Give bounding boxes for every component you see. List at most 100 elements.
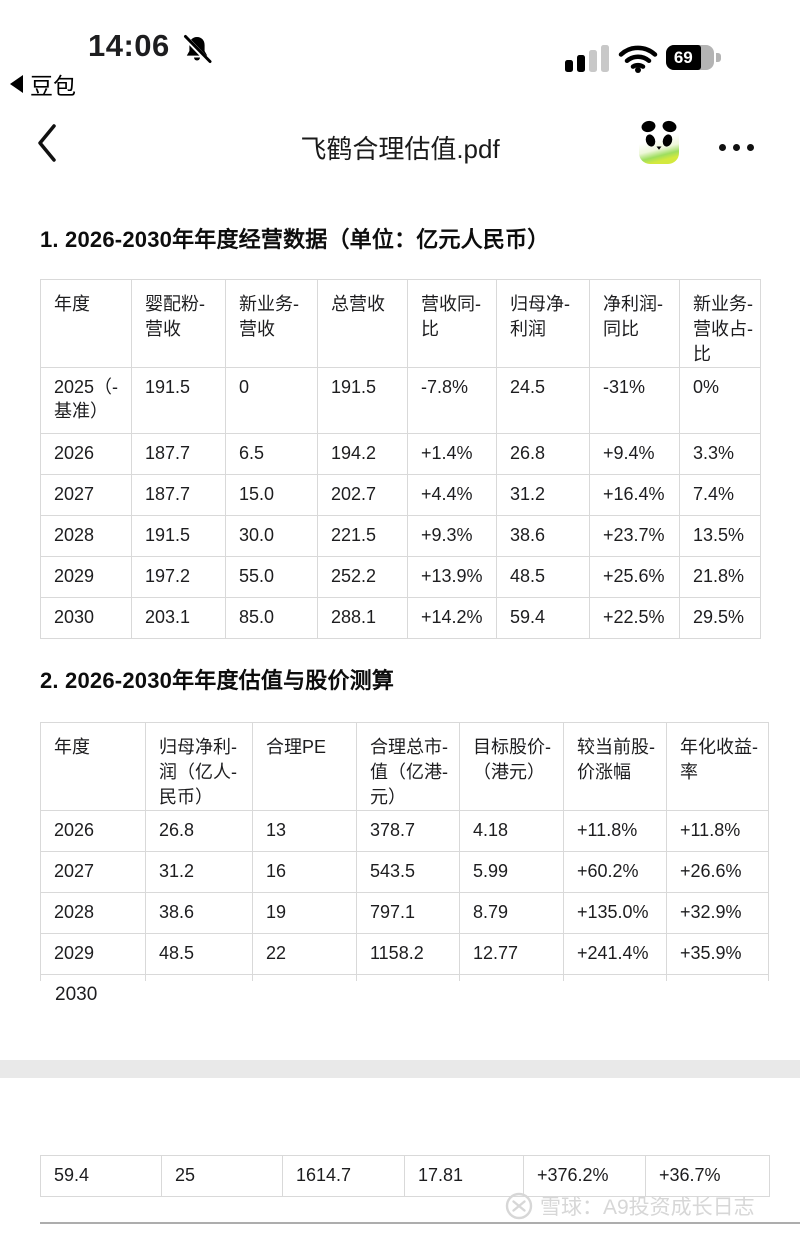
table-row: 2027 187.7 15.0 202.7 +4.4% 31.2 +16.4% 7.4%	[40, 474, 761, 516]
table-row: 2027 31.2 16 543.5 5.99 +60.2% +26.6%	[40, 851, 769, 893]
table-cell: 7.4%	[679, 474, 761, 516]
page-separator	[0, 1060, 800, 1078]
table-cell: 1614.7	[282, 1155, 405, 1197]
header-cell: 净利润- 同比	[589, 279, 680, 368]
table-cell: +11.8%	[563, 810, 667, 852]
table-row: 2028 191.5 30.0 221.5 +9.3% 38.6 +23.7% 13.5%	[40, 515, 761, 557]
table-cell: 2026	[40, 810, 146, 852]
table-row: 2029 48.5 22 1158.2 12.77 +241.4% +35.9%	[40, 933, 769, 975]
table-row: 2026 187.7 6.5 194.2 +1.4% 26.8 +9.4% 3.3%	[40, 433, 761, 475]
battery-fill	[666, 45, 701, 70]
table-cell: 2027	[40, 474, 132, 516]
table-cell: 59.4	[496, 597, 590, 639]
table-cell: +241.4%	[563, 933, 667, 975]
table-cell: 191.5	[317, 367, 408, 434]
table-cell: +14.2%	[407, 597, 497, 639]
table-cell: 197.2	[131, 556, 226, 598]
table-cell: 13.5%	[679, 515, 761, 557]
table-cell: 48.5	[496, 556, 590, 598]
table-cell: 221.5	[317, 515, 408, 557]
table-cell: +25.6%	[589, 556, 680, 598]
back-triangle-icon	[10, 75, 23, 93]
table-cell: +9.4%	[589, 433, 680, 475]
table-header-row: 年度 婴配粉- 营收 新业务- 营收 总营收 营收同- 比归母净- 利润 净利润- 同比新…	[40, 279, 761, 368]
header-cell: 年化收益- 率	[666, 722, 769, 811]
table-cell: 378.7	[356, 810, 460, 852]
back-app-label: 豆包	[30, 73, 76, 99]
table-cell: 48.5	[145, 933, 253, 975]
table-cell: +36.7%	[645, 1155, 770, 1197]
table-cell: 6.5	[225, 433, 318, 475]
assistant-panda-icon[interactable]	[638, 119, 680, 166]
header-cell: 较当前股- 价涨幅	[563, 722, 667, 811]
back-button[interactable]	[34, 122, 60, 164]
table-cell: 55.0	[225, 556, 318, 598]
table-cell: 38.6	[145, 892, 253, 934]
header-cell: 目标股价- （港元）	[459, 722, 564, 811]
table-header-row: 年度 归母净利- 润（亿人- 民币） 合理PE 合理总市- 值（亿港- 元） 目标股价-…	[40, 722, 769, 811]
cellular-signal-icon	[565, 45, 609, 72]
table-cell: 187.7	[131, 433, 226, 475]
table-cell: 31.2	[496, 474, 590, 516]
header-cell: 合理总市- 值（亿港- 元）	[356, 722, 460, 811]
table-cell: 31.2	[145, 851, 253, 893]
valuation-table-continued: 59.4 25 1614.7 17.81 +376.2% +36.7%	[40, 1155, 770, 1197]
table-cell: +9.3%	[407, 515, 497, 557]
table-cell: 26.8	[145, 810, 253, 852]
header-cell: 新业务- 营收占- 比	[679, 279, 761, 368]
table-cell: +16.4%	[589, 474, 680, 516]
table-cell: 16	[252, 851, 357, 893]
table-cell: 25	[161, 1155, 283, 1197]
table-cell: 26.8	[496, 433, 590, 475]
table-cell: 22	[252, 933, 357, 975]
table-cell: 2027	[40, 851, 146, 893]
table-cell: +26.6%	[666, 851, 769, 893]
section-title-operating: 1. 2026-2030年年度经营数据（单位：亿元人民币）	[40, 227, 550, 252]
table-cell: 2026	[40, 433, 132, 475]
table-cell: +11.8%	[666, 810, 769, 852]
header-cell: 营收同- 比	[407, 279, 497, 368]
table-cell: +35.9%	[666, 933, 769, 975]
table-cell: 0%	[679, 367, 761, 434]
table-cell: 21.8%	[679, 556, 761, 598]
table-cell: 543.5	[356, 851, 460, 893]
document-title: 飞鹤合理估值.pdf	[300, 134, 500, 164]
notifications-muted-icon	[182, 34, 212, 64]
operating-data-table: 年度 婴配粉- 营收 新业务- 营收 总营收 营收同- 比归母净- 利润 净利润- 同比新…	[40, 279, 761, 639]
more-menu-button[interactable]	[717, 138, 756, 157]
table-cell: 3.3%	[679, 433, 761, 475]
table-cell: +60.2%	[563, 851, 667, 893]
table-cell: 17.81	[404, 1155, 524, 1197]
table-row: 2030 203.1 85.0 288.1 +14.2% 59.4 +22.5% 29.5%	[40, 597, 761, 639]
table-cell: 13	[252, 810, 357, 852]
table-cell: 8.79	[459, 892, 564, 934]
table-cell: 12.77	[459, 933, 564, 975]
table-cell: +1.4%	[407, 433, 497, 475]
table-cell: 0	[225, 367, 318, 434]
header-cell: 年度	[40, 279, 132, 368]
table-cell: 59.4	[40, 1155, 162, 1197]
table-row: 2028 38.6 19 797.1 8.79 +135.0% +32.9%	[40, 892, 769, 934]
back-to-app-link[interactable]: 豆包	[10, 67, 76, 101]
table-row: 2026 26.8 13 378.7 4.18 +11.8% +11.8%	[40, 810, 769, 852]
table-cell: +13.9%	[407, 556, 497, 598]
watermark-text: 雪球：A9投资成长日志	[540, 1196, 755, 1219]
table-cell: 252.2	[317, 556, 408, 598]
table-cell: -7.8%	[407, 367, 497, 434]
table-cell: 85.0	[225, 597, 318, 639]
table-cell: 19	[252, 892, 357, 934]
table-cell: 24.5	[496, 367, 590, 434]
table-cell: 2029	[40, 556, 132, 598]
header-cell: 年度	[40, 722, 146, 811]
table-cell: 1158.2	[356, 933, 460, 975]
table-cell: 288.1	[317, 597, 408, 639]
header-cell: 总营收	[317, 279, 408, 368]
table-cell: 5.99	[459, 851, 564, 893]
battery-nub	[716, 53, 721, 62]
table-cell: 187.7	[131, 474, 226, 516]
battery-indicator: 69	[666, 45, 714, 70]
table-cell: -31%	[589, 367, 680, 434]
bottom-divider	[40, 1222, 800, 1224]
table-cell: 2030	[40, 597, 132, 639]
